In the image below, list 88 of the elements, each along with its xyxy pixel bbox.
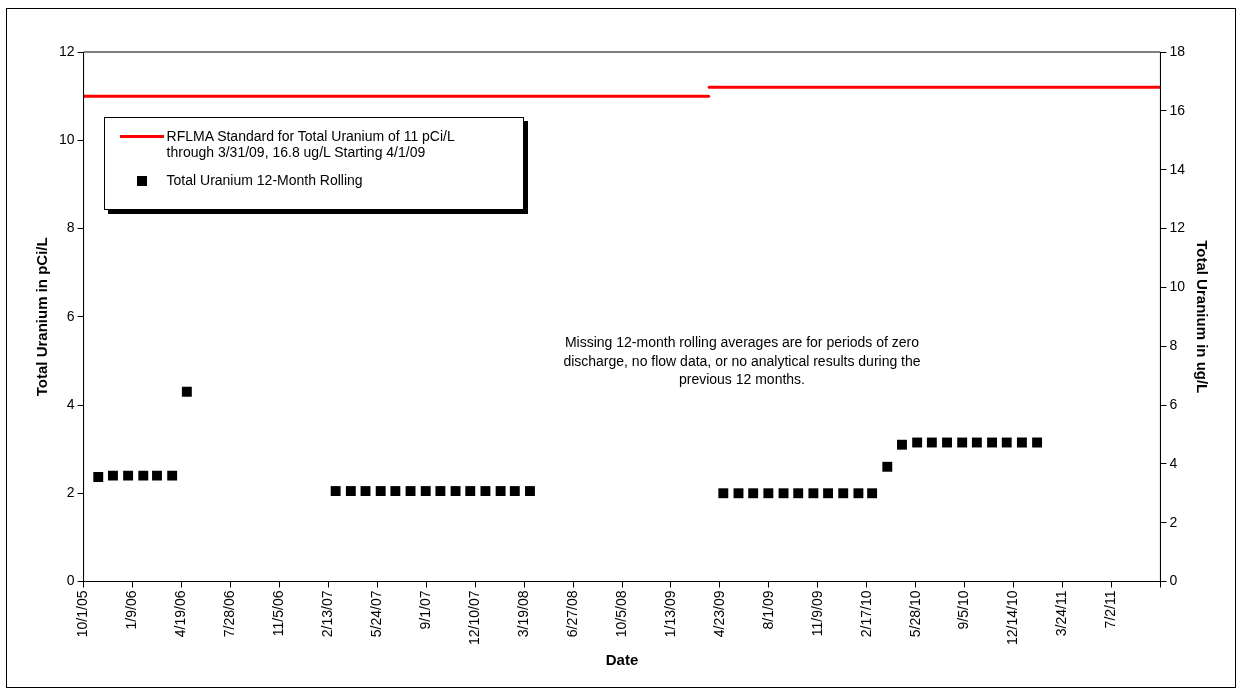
point [867, 488, 878, 499]
legend-label: RFLMA Standard for Total Uranium of 11 pCi/L through 3/31/09, 16.8 ug/L Starting 4/1/09 [166, 128, 456, 160]
point [957, 437, 968, 448]
x-axis-title: Date [605, 651, 639, 669]
point [1032, 437, 1043, 448]
point [390, 486, 401, 496]
point [838, 488, 849, 499]
x-tick-label: 9/5/10 [955, 590, 972, 630]
y2-tick-label: 12 [1169, 219, 1186, 236]
x-tick-label: 2/13/07 [319, 590, 336, 638]
point [926, 437, 937, 448]
x-tick-label: 5/24/07 [368, 590, 385, 638]
x-tick-label: 10/5/08 [612, 590, 629, 638]
point [465, 486, 476, 496]
y-tick-label: 4 [66, 395, 75, 412]
y-tick-label: 12 [58, 42, 75, 59]
y2-tick-label: 14 [1169, 160, 1186, 177]
y-axis-title: Total Uranium in pCi/L [33, 237, 51, 397]
x-tick-label: 12/14/10 [1004, 590, 1021, 645]
x-tick-label: 3/19/08 [514, 590, 531, 638]
point [942, 437, 952, 448]
point [107, 470, 118, 481]
y-tick-label: 0 [66, 572, 75, 589]
point [123, 470, 134, 481]
point [181, 386, 192, 397]
x-tick-label: 4/23/09 [710, 590, 727, 638]
point [525, 486, 535, 496]
point [1016, 437, 1027, 448]
point [345, 486, 356, 496]
point [778, 488, 789, 499]
point [987, 437, 997, 448]
y-tick-label: 6 [66, 307, 75, 324]
y2-tick-label: 0 [1169, 572, 1178, 589]
point [793, 488, 804, 499]
x-tick-label: 6/27/08 [563, 590, 580, 638]
point [748, 488, 759, 499]
x-tick-label: 11/9/09 [808, 590, 825, 637]
y2-tick-label: 18 [1169, 42, 1186, 59]
x-tick-label: 1/13/09 [661, 590, 678, 638]
point [495, 486, 506, 496]
point [1001, 437, 1012, 448]
x-tick-label: 9/1/07 [417, 590, 434, 630]
x-tick-label: 4/19/06 [172, 590, 189, 638]
x-tick-label: 7/28/06 [221, 590, 238, 638]
point [167, 470, 178, 481]
point [152, 470, 162, 481]
point [897, 439, 907, 450]
point [480, 486, 491, 496]
point [405, 486, 416, 496]
y2-tick-label: 4 [1169, 454, 1178, 471]
x-tick-label: 7/2/11 [1102, 590, 1119, 629]
point [435, 486, 446, 496]
x-tick-label: 1/9/06 [123, 590, 140, 630]
point [882, 461, 893, 472]
x-tick-label: 12/10/07 [466, 590, 483, 645]
x-tick-label: 5/28/10 [906, 590, 923, 638]
point [823, 488, 834, 499]
x-tick-label: 11/5/06 [270, 590, 287, 637]
y-tick-label: 8 [66, 219, 75, 236]
x-tick-label: 8/1/09 [759, 590, 776, 630]
x-tick-label: 2/17/10 [857, 590, 874, 638]
point [718, 488, 729, 499]
point [138, 470, 149, 481]
y2-tick-label: 16 [1169, 101, 1186, 118]
y2-axis-title: Total Uranium in ug/L [1193, 240, 1211, 394]
y-tick-label: 2 [66, 484, 75, 501]
point [93, 471, 104, 482]
y2-tick-label: 8 [1169, 337, 1178, 354]
point [763, 488, 774, 499]
x-tick-label: 3/24/11 [1053, 590, 1070, 637]
y2-tick-label: 10 [1169, 278, 1186, 295]
point [420, 486, 431, 496]
y2-tick-label: 6 [1169, 395, 1178, 412]
point [360, 486, 371, 496]
point [330, 486, 341, 496]
annotation: Missing 12-month rolling averages are for periods of zero discharge, no flow data, or no analytical results during the previous 12 months. [562, 332, 922, 390]
point [450, 486, 461, 496]
point [912, 437, 923, 448]
point [375, 486, 386, 496]
x-tick-label: 10/1/05 [74, 590, 91, 638]
point [509, 486, 520, 496]
legend-label: Total Uranium 12-Month Rolling [166, 172, 363, 188]
point [808, 488, 819, 499]
point [853, 488, 864, 499]
point [971, 437, 982, 448]
y-tick-label: 10 [58, 131, 75, 148]
point [733, 488, 744, 499]
y2-tick-label: 2 [1169, 513, 1178, 530]
